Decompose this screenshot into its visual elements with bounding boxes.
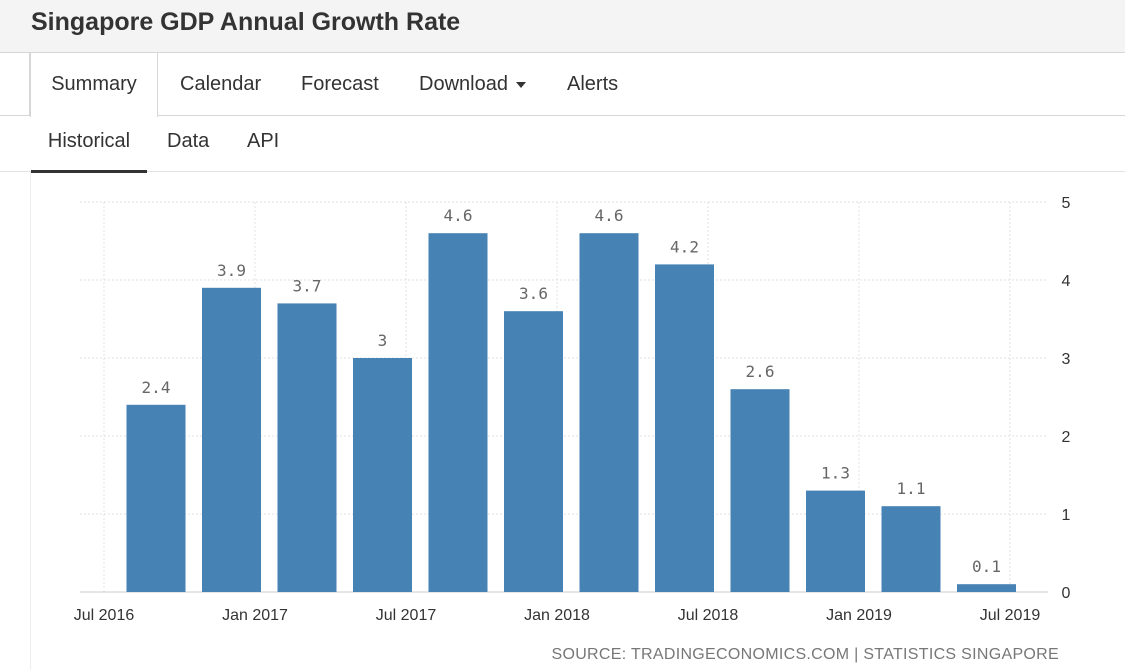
y-tick-label: 4 <box>1062 273 1071 290</box>
subtab-api-label: API <box>247 130 280 152</box>
tab-alerts-label: Alerts <box>567 73 619 95</box>
tab-summary[interactable]: Summary <box>30 53 158 117</box>
x-tick-label: Jan 2018 <box>524 607 590 624</box>
tab-download-label: Download <box>419 73 508 95</box>
tab-alerts[interactable]: Alerts <box>567 53 618 115</box>
bar <box>428 233 488 592</box>
subtab-data[interactable]: Data <box>167 116 209 171</box>
data-label: 2.6 <box>746 362 775 381</box>
title-bar: Singapore GDP Annual Growth Rate <box>0 0 1125 53</box>
tab-forecast[interactable]: Forecast <box>301 53 379 115</box>
data-label: 0.1 <box>972 557 1001 576</box>
subtab-historical[interactable]: Historical <box>31 116 147 173</box>
y-tick-label: 0 <box>1062 585 1071 602</box>
data-label: 4.6 <box>595 206 624 225</box>
y-tick-label: 2 <box>1062 429 1071 446</box>
bar <box>126 404 186 592</box>
data-label: 4.2 <box>670 237 699 256</box>
tab-divider <box>0 53 30 115</box>
data-label: 1.3 <box>821 464 850 483</box>
tab-summary-label: Summary <box>51 73 137 95</box>
bar <box>881 506 941 592</box>
caret-down-icon <box>515 81 526 88</box>
data-label: 3.9 <box>217 261 246 280</box>
bar <box>202 287 261 592</box>
x-tick-label: Jan 2017 <box>222 607 288 624</box>
bar <box>730 389 790 592</box>
bar <box>504 311 563 592</box>
bar <box>579 233 639 592</box>
page-title: Singapore GDP Annual Growth Rate <box>31 8 461 36</box>
x-tick-label: Jan 2019 <box>826 607 892 624</box>
x-tick-label: Jul 2017 <box>376 607 437 624</box>
tab-download[interactable]: Download <box>419 53 526 115</box>
bar <box>655 264 714 592</box>
data-label: 3.7 <box>293 276 322 295</box>
main-tabs: Summary Calendar Forecast Download Alert… <box>0 53 1125 117</box>
data-label: 3 <box>378 331 388 350</box>
data-label: 4.6 <box>444 206 473 225</box>
y-tick-label: 1 <box>1062 507 1071 524</box>
subtab-data-label: Data <box>167 130 210 152</box>
tab-calendar-label: Calendar <box>180 73 262 95</box>
chart-container <box>30 172 1125 670</box>
subtab-historical-label: Historical <box>47 130 131 152</box>
x-tick-label: Jul 2019 <box>980 607 1041 624</box>
source-note: SOURCE: TRADINGECONOMICS.COM | STATISTIC… <box>551 646 1059 663</box>
bar <box>353 358 412 592</box>
y-tick-label: 3 <box>1062 351 1071 368</box>
data-label: 2.4 <box>142 378 171 397</box>
y-tick-label: 5 <box>1062 195 1071 212</box>
bar <box>277 303 337 592</box>
tab-calendar[interactable]: Calendar <box>180 53 261 115</box>
subtab-api[interactable]: API <box>247 116 279 171</box>
bar-chart: 0 1 2 3 4 5 Jul 2016 Jan 2017 Jul 2017 Jan 2018 Ju… <box>74 195 1071 624</box>
x-tick-label: Jul 2018 <box>678 607 739 624</box>
x-tick-label: Jul 2016 <box>74 607 135 624</box>
data-label: 3.6 <box>519 284 548 303</box>
sub-tabs: Historical Data API <box>0 116 1125 173</box>
data-label: 1.1 <box>897 479 926 498</box>
tab-forecast-label: Forecast <box>301 73 379 95</box>
bar <box>957 584 1016 592</box>
bar <box>806 490 865 592</box>
